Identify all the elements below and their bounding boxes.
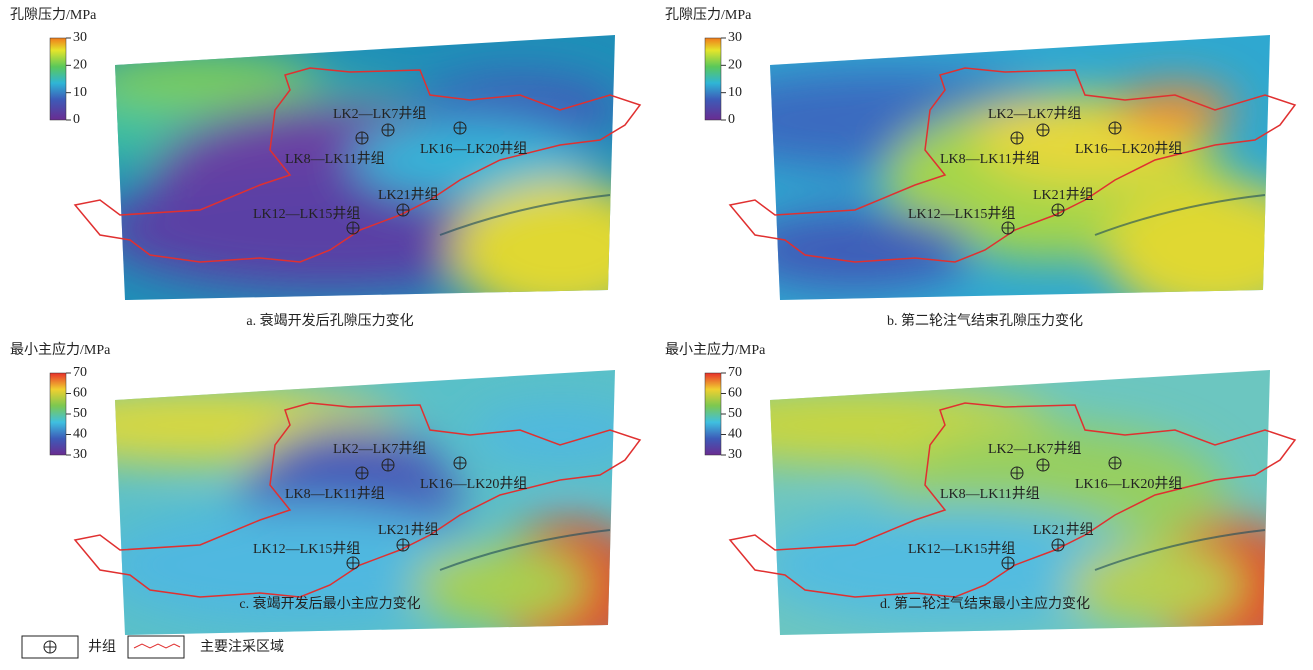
legend-label: 井组 (88, 639, 116, 655)
map-blob (410, 545, 590, 625)
colorbar-tick-label: 70 (728, 365, 742, 380)
well-label: LK8—LK11井组 (285, 486, 385, 502)
field-map (655, 355, 1310, 660)
panel-caption: d. 第二轮注气结束最小主应力变化 (880, 595, 1090, 612)
well-label: LK21井组 (378, 187, 439, 203)
panel: 孔隙压力/MPa 30 20 10 0 LK2—LK7井组 LK8—LK11井组 LK16—L… (665, 7, 1313, 329)
colorbar-tick-label: 0 (728, 112, 735, 127)
well-label: LK21井组 (1033, 522, 1094, 538)
well-label: LK12—LK15井组 (253, 206, 360, 222)
panel-caption: a. 衰竭开发后孔隙压力变化 (246, 312, 413, 329)
map-blob (80, 50, 320, 110)
panel-caption: c. 衰竭开发后最小主应力变化 (239, 595, 420, 612)
map-blob (1065, 545, 1245, 625)
colorbar-tick-label: 40 (73, 427, 87, 442)
colorbar (705, 373, 721, 455)
panel: 孔隙压力/MPa 30 20 10 0 LK2—LK7井组 LK8—LK11井组 LK16—L… (10, 7, 670, 329)
colorbar-tick-label: 50 (728, 406, 742, 421)
colorbar (50, 373, 66, 455)
legend-label: 主要注采区域 (200, 639, 284, 655)
colorbar-tick-label: 30 (73, 447, 87, 462)
well-label: LK16—LK20井组 (420, 141, 527, 157)
well-label: LK21井组 (378, 522, 439, 538)
colorbar-tick-label: 0 (73, 112, 80, 127)
colorbar-title: 孔隙压力/MPa (10, 7, 97, 23)
colorbar-tick-label: 50 (73, 406, 87, 421)
well-label: LK12—LK15井组 (253, 541, 360, 557)
colorbar-tick-label: 20 (728, 58, 742, 73)
well-label: LK2—LK7井组 (333, 441, 426, 457)
well-label: LK16—LK20井组 (420, 476, 527, 492)
zone-symbol (134, 644, 180, 648)
figure: 孔隙压力/MPa 30 20 10 0 LK2—LK7井组 LK8—LK11井组 LK16—L… (0, 0, 1313, 670)
colorbar-tick-label: 60 (73, 386, 87, 401)
well-label: LK2—LK7井组 (988, 441, 1081, 457)
field-map (685, 20, 1313, 320)
panel-caption: b. 第二轮注气结束孔隙压力变化 (887, 312, 1083, 329)
colorbar-tick-label: 10 (73, 85, 87, 100)
colorbar-title: 最小主应力/MPa (665, 341, 766, 358)
colorbar-title: 孔隙压力/MPa (665, 7, 752, 23)
colorbar (50, 38, 66, 120)
field-map (30, 20, 670, 320)
colorbar-tick-label: 30 (73, 30, 87, 45)
field-map (0, 355, 650, 660)
well-label: LK12—LK15井组 (908, 541, 1015, 557)
map-blob (450, 180, 670, 320)
colorbar (705, 38, 721, 120)
colorbar-tick-label: 20 (73, 58, 87, 73)
colorbar-tick-label: 70 (73, 365, 87, 380)
well-label: LK2—LK7井组 (333, 106, 426, 122)
well-label: LK2—LK7井组 (988, 106, 1081, 122)
well-label: LK16—LK20井组 (1075, 141, 1182, 157)
well-label: LK12—LK15井组 (908, 206, 1015, 222)
well-label: LK16—LK20井组 (1075, 476, 1182, 492)
map-blobs (0, 385, 650, 660)
legend: 井组 主要注采区域 (22, 636, 284, 658)
colorbar-tick-label: 60 (728, 386, 742, 401)
colorbar-tick-label: 30 (728, 447, 742, 462)
colorbar-tick-label: 30 (728, 30, 742, 45)
well-label: LK21井组 (1033, 187, 1094, 203)
panel: 最小主应力/MPa 70 60 50 40 30 LK2—LK7井组 LK8—LK11井组 LK… (0, 341, 650, 660)
colorbar-tick-label: 10 (728, 85, 742, 100)
colorbar-title: 最小主应力/MPa (10, 341, 111, 358)
well-label: LK8—LK11井组 (940, 486, 1040, 502)
well-label: LK8—LK11井组 (940, 151, 1040, 167)
well-label: LK8—LK11井组 (285, 151, 385, 167)
colorbar-tick-label: 40 (728, 427, 742, 442)
panel: 最小主应力/MPa 70 60 50 40 30 LK2—LK7井组 LK8—LK11井组 LK… (655, 341, 1310, 660)
